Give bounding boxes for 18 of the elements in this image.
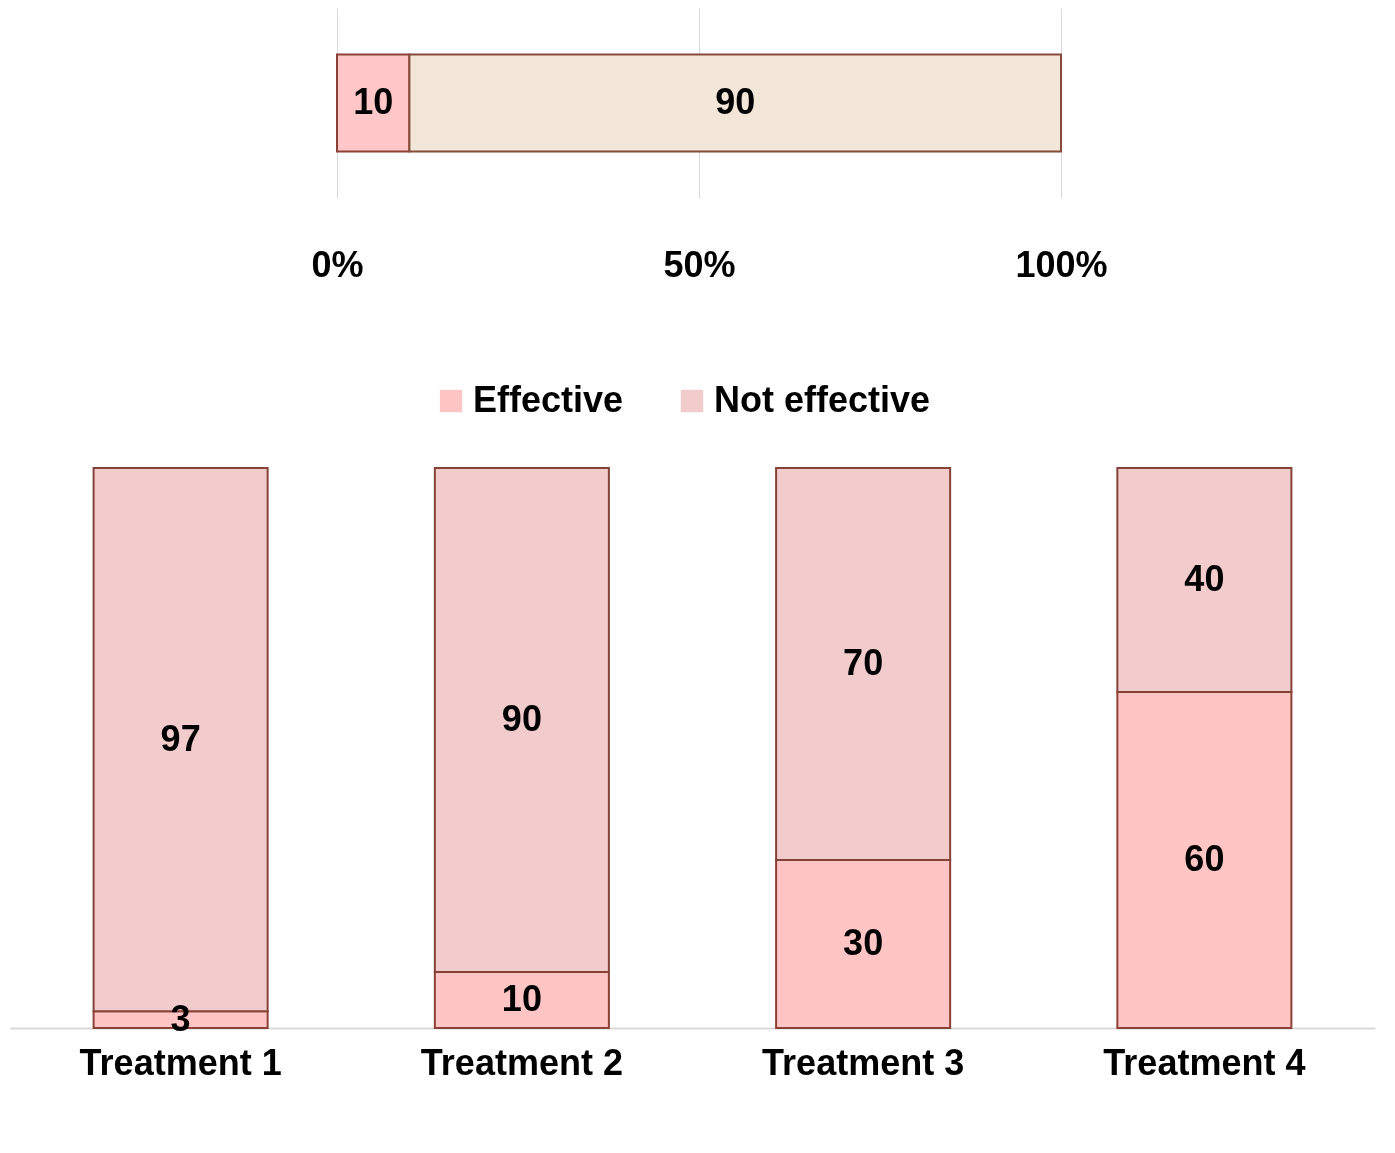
data-label: 30: [843, 922, 884, 963]
x-tick-label: 50%: [663, 243, 736, 285]
legend-label: Not effective: [714, 379, 931, 420]
data-label: 10: [353, 81, 394, 122]
data-label: 60: [1184, 838, 1225, 879]
x-tick-label: 0%: [311, 243, 364, 285]
data-label: 97: [160, 717, 201, 759]
x-tick-label: 100%: [1015, 243, 1108, 285]
x-tick-label: Treatment 3: [762, 1041, 965, 1083]
x-tick-label: Treatment 2: [420, 1041, 623, 1083]
data-label: 90: [715, 81, 756, 122]
data-label: 10: [501, 978, 542, 1019]
data-label: 70: [843, 642, 884, 683]
data-label: 90: [501, 698, 542, 739]
x-tick-label: Treatment 4: [1103, 1041, 1306, 1083]
x-tick-label: Treatment 1: [79, 1041, 282, 1083]
legend-label: Effective: [473, 379, 624, 420]
data-label: 40: [1184, 558, 1225, 599]
